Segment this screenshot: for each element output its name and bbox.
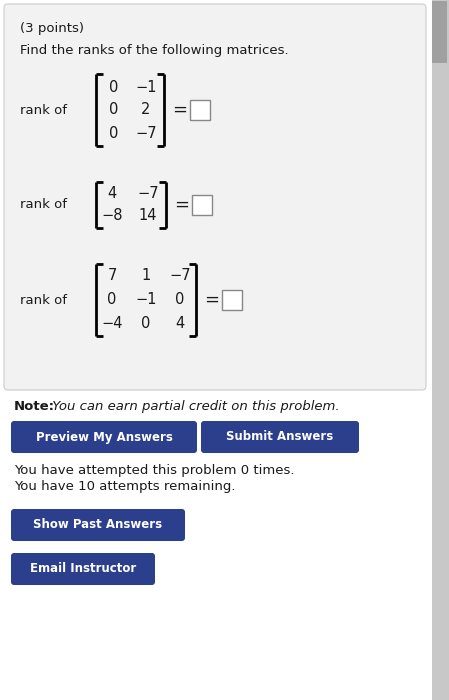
Text: −7: −7 <box>137 186 159 202</box>
Text: rank of: rank of <box>20 293 67 307</box>
Text: 0: 0 <box>109 102 119 118</box>
FancyBboxPatch shape <box>432 1 447 63</box>
Text: 0: 0 <box>141 316 151 332</box>
Text: =: = <box>204 291 219 309</box>
Text: 4: 4 <box>176 316 185 332</box>
Text: 14: 14 <box>139 207 157 223</box>
FancyBboxPatch shape <box>11 509 185 541</box>
Text: 0: 0 <box>109 125 119 141</box>
Text: −1: −1 <box>135 293 157 307</box>
Text: 0: 0 <box>109 80 119 94</box>
Text: −7: −7 <box>169 269 191 284</box>
Text: rank of: rank of <box>20 104 67 116</box>
Text: rank of: rank of <box>20 199 67 211</box>
Text: 0: 0 <box>175 293 185 307</box>
Text: 7: 7 <box>107 269 117 284</box>
FancyBboxPatch shape <box>4 4 426 390</box>
Text: You can earn partial credit on this problem.: You can earn partial credit on this prob… <box>48 400 339 413</box>
Text: −7: −7 <box>135 125 157 141</box>
Text: 1: 1 <box>141 269 150 284</box>
Text: 4: 4 <box>107 186 117 202</box>
Text: −8: −8 <box>101 207 123 223</box>
Text: 2: 2 <box>141 102 151 118</box>
Text: Show Past Answers: Show Past Answers <box>33 519 163 531</box>
FancyBboxPatch shape <box>432 0 449 700</box>
Text: You have attempted this problem 0 times.: You have attempted this problem 0 times. <box>14 464 295 477</box>
Text: =: = <box>172 101 187 119</box>
Text: You have 10 attempts remaining.: You have 10 attempts remaining. <box>14 480 235 493</box>
Text: Submit Answers: Submit Answers <box>226 430 334 444</box>
FancyBboxPatch shape <box>190 100 210 120</box>
Text: −4: −4 <box>101 316 123 332</box>
FancyBboxPatch shape <box>192 195 212 215</box>
Text: 0: 0 <box>107 293 117 307</box>
Text: (3 points): (3 points) <box>20 22 84 35</box>
Text: −1: −1 <box>135 80 157 94</box>
Text: Preview My Answers: Preview My Answers <box>35 430 172 444</box>
Text: Find the ranks of the following matrices.: Find the ranks of the following matrices… <box>20 44 289 57</box>
FancyBboxPatch shape <box>201 421 359 453</box>
Text: =: = <box>174 196 189 214</box>
Text: Email Instructor: Email Instructor <box>30 563 136 575</box>
FancyBboxPatch shape <box>11 553 155 585</box>
Text: Note:: Note: <box>14 400 55 413</box>
FancyBboxPatch shape <box>11 421 197 453</box>
FancyBboxPatch shape <box>222 290 242 310</box>
